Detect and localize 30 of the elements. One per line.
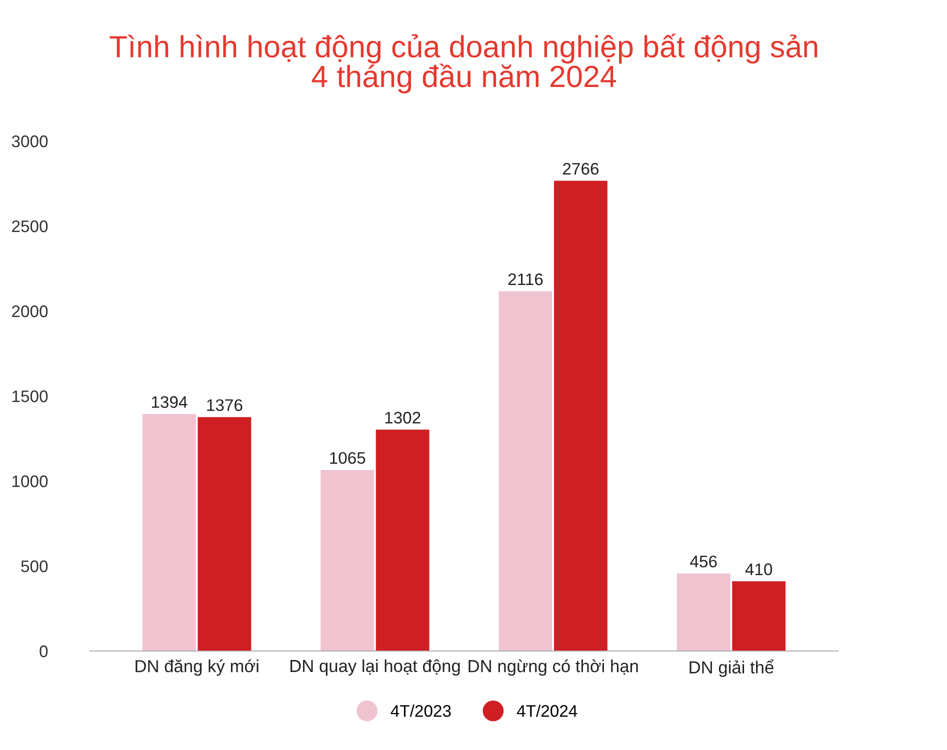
data-label: 1376 [207, 399, 242, 412]
y-tick-label: 2000 [12, 305, 48, 318]
legend-label: 4T/2023 [390, 704, 451, 717]
y-tick-label: 0 [40, 645, 48, 658]
bar [732, 581, 786, 651]
y-tick-label: 500 [21, 560, 48, 572]
x-tick-label: DN giải thể [690, 659, 774, 677]
bar [320, 470, 374, 651]
data-label: 2116 [508, 273, 543, 286]
bar [142, 414, 196, 651]
x-tick-label: DN ngừng có thời hạn [468, 659, 638, 676]
bar [376, 430, 430, 651]
legend-label: 4T/2024 [516, 704, 578, 717]
y-tick-label: 3000 [12, 135, 48, 148]
bar [198, 417, 252, 651]
x-tick-label: DN đăng ký mới [136, 659, 258, 676]
bar [676, 573, 730, 651]
bar [554, 180, 608, 651]
data-label: 456 [690, 556, 717, 568]
bar [498, 291, 552, 651]
data-label: 1302 [385, 412, 420, 424]
x-tick-label: DN quay lại hoạt động [290, 659, 460, 676]
data-label: 410 [745, 563, 772, 576]
data-label: 1065 [330, 452, 366, 464]
data-label: 1394 [152, 396, 188, 408]
y-tick-label: 1000 [12, 475, 48, 488]
chart-title: Tình hình hoạt động của doanh nghiệp bất động sản 4 tháng đầu năm 2024 [110, 34, 818, 94]
y-tick-label: 2500 [12, 220, 48, 232]
data-label: 2766 [563, 162, 599, 175]
y-tick-label: 1500 [12, 390, 48, 402]
